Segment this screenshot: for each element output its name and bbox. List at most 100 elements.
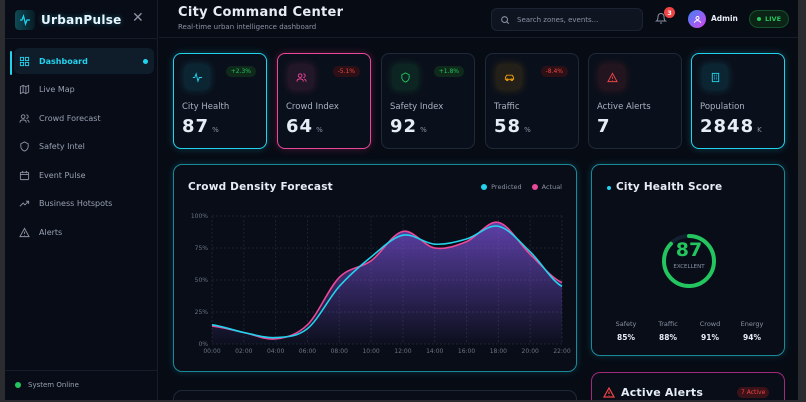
sidebar-item-business-hotspots[interactable]: Business Hotspots (14, 191, 154, 217)
crowd-density-panel: Crowd Density Forecast Predicted Actual … (173, 164, 577, 372)
active-dot-icon (143, 58, 148, 64)
avatar[interactable] (688, 10, 706, 28)
stat-value: 88% (659, 333, 677, 342)
x-tick-label: 04:00 (267, 348, 284, 355)
x-tick-label: 08:00 (331, 348, 348, 355)
kpi-card-safety-index[interactable]: +1.8% Safety Index 92% (381, 53, 475, 149)
close-sidebar-button[interactable]: ✕ (132, 10, 144, 26)
card-number: 92 (390, 116, 418, 137)
card-label: Active Alerts (597, 102, 651, 112)
alert-triangle-icon (603, 387, 615, 398)
legend-actual: Actual (531, 183, 562, 191)
kpi-card-traffic[interactable]: -8.4% Traffic 58% (485, 53, 579, 149)
bell-icon[interactable] (655, 12, 667, 25)
x-tick-label: 14:00 (426, 348, 443, 355)
card-number: 58 (494, 116, 522, 137)
health-stat-traffic: Traffic 88% (648, 320, 688, 342)
lower-panel (173, 390, 577, 400)
legend-dot-icon (531, 184, 538, 190)
y-tick-label: 75% (195, 245, 209, 252)
kpi-card-crowd-index[interactable]: -5.1% Crowd Index 64% (277, 53, 371, 149)
card-number: 7 (597, 116, 611, 137)
sidebar-item-alerts[interactable]: Alerts (14, 219, 154, 245)
card-icon (702, 64, 728, 90)
shield-icon (20, 141, 29, 152)
card-unit: % (212, 126, 220, 134)
card-label: Population (700, 102, 745, 112)
sidebar-item-safety-intel[interactable]: Safety Intel (14, 134, 154, 160)
kpi-card-population[interactable]: Population 2848 K (691, 53, 785, 149)
city-health-panel: City Health Score 87 EXCELLENT Safety 85%… (591, 164, 785, 356)
pulse-icon (15, 10, 35, 30)
sidebar-item-label: Business Hotspots (39, 199, 113, 208)
card-label: Crowd Index (286, 102, 339, 112)
gauge-fill (662, 234, 716, 288)
card-unit: K (757, 126, 763, 134)
shield-icon (400, 71, 410, 83)
card-label: Safety Index (390, 102, 444, 112)
sidebar-item-live-map[interactable]: Live Map (14, 77, 154, 103)
health-rating: EXCELLENT (673, 264, 705, 270)
search-placeholder: Search zones, events... (517, 15, 599, 24)
stat-label: Crowd (699, 320, 721, 328)
live-dot-icon (756, 17, 761, 21)
calendar-icon (19, 170, 30, 180)
page-subtitle: Real-time urban intelligence dashboard (178, 23, 317, 31)
chart-legend: Predicted Actual (481, 183, 562, 191)
change-badge: +1.8% (433, 66, 464, 77)
brand-logo: UrbanPulse (15, 9, 122, 31)
card-icon (184, 64, 210, 90)
y-tick-label: 100% (191, 213, 208, 220)
card-icon (392, 64, 418, 90)
stat-value: 91% (701, 333, 719, 342)
user-icon (693, 15, 701, 23)
series-line-predicted (211, 225, 563, 339)
legend-label: Actual (541, 183, 562, 191)
health-stats: Safety 85% Traffic 88% Crowd 91% Energy 94% (606, 320, 772, 342)
status-dot-icon (15, 381, 21, 388)
x-tick-label: 06:00 (299, 348, 316, 355)
card-value: 7 (597, 116, 614, 137)
chart-title: Crowd Density Forecast (188, 181, 333, 193)
alert-triangle-icon (606, 71, 618, 82)
card-label: Traffic (494, 102, 520, 112)
y-tick-label: 50% (195, 277, 209, 284)
sidebar-item-event-pulse[interactable]: Event Pulse (14, 162, 154, 188)
sidebar-item-dashboard[interactable]: Dashboard (10, 48, 154, 75)
legend-label: Predicted (491, 183, 522, 191)
users-icon (295, 72, 307, 82)
card-label: City Health (182, 102, 230, 112)
grid-icon (19, 56, 30, 66)
sidebar-item-label: Safety Intel (39, 142, 85, 151)
sidebar-item-crowd-forecast[interactable]: Crowd Forecast (14, 105, 154, 131)
change-badge: -5.1% (332, 66, 360, 77)
health-gauge (662, 234, 716, 288)
health-title: City Health Score (616, 181, 723, 193)
health-stat-safety: Safety 85% (606, 320, 646, 342)
y-tick-label: 25% (195, 309, 209, 316)
search-icon (501, 15, 510, 24)
sidebar-item-label: Event Pulse (39, 170, 86, 180)
live-badge: LIVE (749, 10, 789, 28)
alerts-count-badge: 7 Active (737, 387, 770, 398)
stat-label: Safety (615, 320, 637, 328)
legend-predicted: Predicted (481, 183, 522, 191)
user-name[interactable]: Admin (711, 14, 738, 23)
kpi-card-city-health[interactable]: +2.3% City Health 87% (173, 53, 267, 149)
change-badge: -8.4% (540, 66, 568, 77)
card-unit: % (420, 126, 428, 134)
building-icon (711, 72, 719, 82)
x-tick-label: 22:00 (553, 348, 570, 355)
page-title: City Command Center (178, 5, 344, 20)
card-value: 2848 K (700, 116, 763, 137)
x-tick-label: 16:00 (458, 348, 475, 355)
activity-icon (192, 71, 202, 83)
card-value: 92% (390, 116, 428, 137)
search-input[interactable]: Search zones, events... (491, 8, 643, 31)
brand-name: UrbanPulse (41, 13, 122, 27)
sidebar-item-label: Alerts (39, 227, 63, 237)
sidebar: UrbanPulse ✕ Dashboard Live Map Crowd Fore… (5, 0, 158, 400)
header: City Command Center Real-time urban inte… (159, 0, 798, 38)
sidebar-item-label: Crowd Forecast (39, 113, 101, 123)
kpi-card-active-alerts[interactable]: Active Alerts 7 (588, 53, 682, 149)
